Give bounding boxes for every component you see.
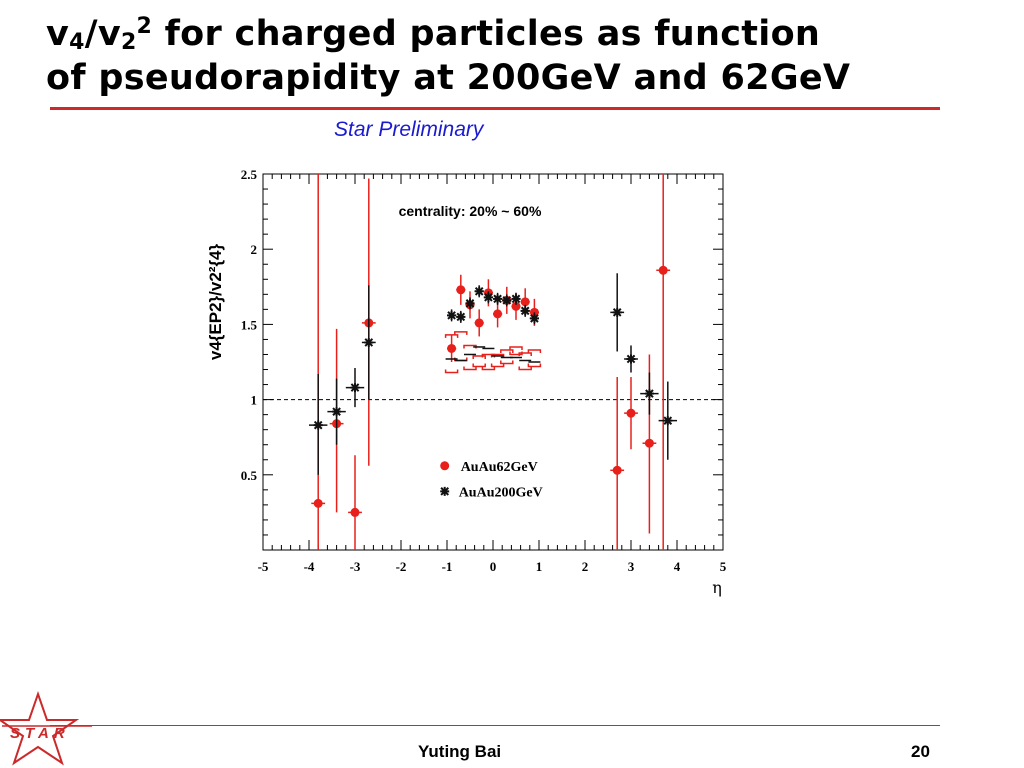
data-point-200gev	[511, 294, 521, 304]
systematic-bracket-top	[472, 355, 486, 359]
title-rest: for charged particles as function	[152, 14, 821, 54]
systematic-bracket-top	[454, 331, 468, 335]
data-point-200gev	[663, 416, 673, 426]
data-point-200gev	[313, 420, 323, 430]
data-point-200gev	[465, 298, 475, 308]
data-point-62gev	[447, 343, 457, 353]
title-divider	[50, 107, 940, 110]
x-tick-label: 5	[720, 559, 727, 574]
systematic-bracket-bottom	[518, 366, 532, 371]
data-point-62gev	[626, 408, 636, 418]
y-tick-label: 1	[251, 393, 258, 408]
data-point-62gev	[456, 285, 466, 295]
systematic-bracket-bottom	[444, 369, 459, 374]
title-line-2: of pseudorapidity at 200GeV and 62GeV	[46, 58, 851, 98]
x-tick-label: 1	[536, 559, 543, 574]
footer-page-number: 20	[911, 742, 930, 761]
title-sub-2: 2	[120, 30, 137, 55]
x-tick-label: 0	[490, 559, 497, 574]
star-logo-shape	[0, 690, 80, 766]
footer-divider	[50, 725, 940, 726]
data-point-62gev	[529, 307, 539, 317]
x-tick-label: -1	[442, 559, 453, 574]
slide-title: v4/v22 for charged particles as function…	[46, 12, 1006, 100]
data-point-200gev	[456, 312, 466, 322]
title-sub-4: 4	[69, 30, 85, 55]
data-point-200gev	[502, 295, 512, 305]
footer-author: Yuting Bai	[418, 742, 502, 761]
x-tick-label: 2	[582, 559, 589, 574]
star-logo: STAR	[0, 690, 92, 766]
legend-label-200gev: AuAu200GeV	[459, 485, 543, 500]
legend-marker-200gev	[440, 486, 450, 496]
data-point-62gev	[658, 265, 668, 275]
systematic-bracket-bottom	[472, 363, 486, 368]
data-point-200gev	[612, 307, 622, 317]
data-point-62gev	[474, 318, 484, 328]
y-tick-label: 2.5	[241, 167, 258, 182]
systematic-bracket-top	[509, 346, 523, 350]
data-point-62gev	[644, 438, 654, 448]
systematic-bracket-bottom	[490, 363, 505, 368]
subtitle: Star Preliminary	[334, 118, 484, 141]
data-point-200gev	[364, 337, 374, 347]
x-tick-label: -5	[258, 559, 269, 574]
data-point-200gev	[474, 286, 484, 296]
data-point-62gev	[511, 301, 521, 311]
data-point-200gev	[644, 389, 654, 399]
data-point-62gev	[350, 507, 360, 517]
title-line-1: v4/v22 for charged particles as function	[46, 12, 1006, 56]
title-slash-v: /v	[84, 14, 121, 54]
data-point-200gev	[483, 292, 493, 302]
systematic-bracket-bottom	[481, 366, 496, 371]
systematic-bracket-top	[500, 349, 514, 353]
star-logo-text: STAR	[10, 725, 70, 742]
systematic-bracket-bottom	[500, 360, 514, 365]
centrality-annotation: centrality: 20% ~ 60%	[399, 203, 542, 219]
y-tick-label: 0.5	[241, 468, 258, 483]
data-point-200gev	[626, 354, 636, 364]
systematic-bracket-top	[527, 349, 542, 353]
data-point-200gev	[350, 383, 360, 393]
title-sup-2: 2	[136, 14, 153, 39]
data-point-62gev	[493, 309, 503, 319]
data-point-200gev	[520, 306, 530, 316]
x-tick-label: -3	[350, 559, 361, 574]
title-v: v	[46, 14, 70, 54]
data-point-200gev	[332, 407, 342, 417]
x-tick-label: 3	[628, 559, 635, 574]
systematic-bracket-bottom	[463, 366, 477, 371]
y-axis-label: v4{EP2}/v2²{4}	[206, 243, 225, 360]
systematic-bracket-bottom	[527, 363, 542, 368]
x-tick-label: -4	[304, 559, 315, 574]
legend-label-62gev: AuAu62GeV	[461, 460, 538, 475]
v4-v2-chart: -5 -4 -3 -2 -1 0 1 2 3 4 5 0.5 1 1.5 2 2.5 centrality: 2…	[206, 167, 727, 597]
x-tick-label: 4	[674, 559, 681, 574]
data-point-62gev	[313, 498, 323, 508]
legend-marker-62gev	[440, 461, 450, 471]
y-tick-label: 2	[251, 242, 258, 257]
x-tick-label: -2	[396, 559, 407, 574]
x-axis-label: η	[712, 578, 722, 597]
systematic-bracket-top	[518, 352, 532, 356]
data-point-62gev	[520, 297, 530, 307]
data-point-200gev	[529, 313, 539, 323]
data-point-62gev	[612, 465, 622, 475]
data-point-200gev	[447, 310, 457, 320]
y-tick-label: 1.5	[241, 317, 258, 332]
data-point-200gev	[493, 294, 503, 304]
